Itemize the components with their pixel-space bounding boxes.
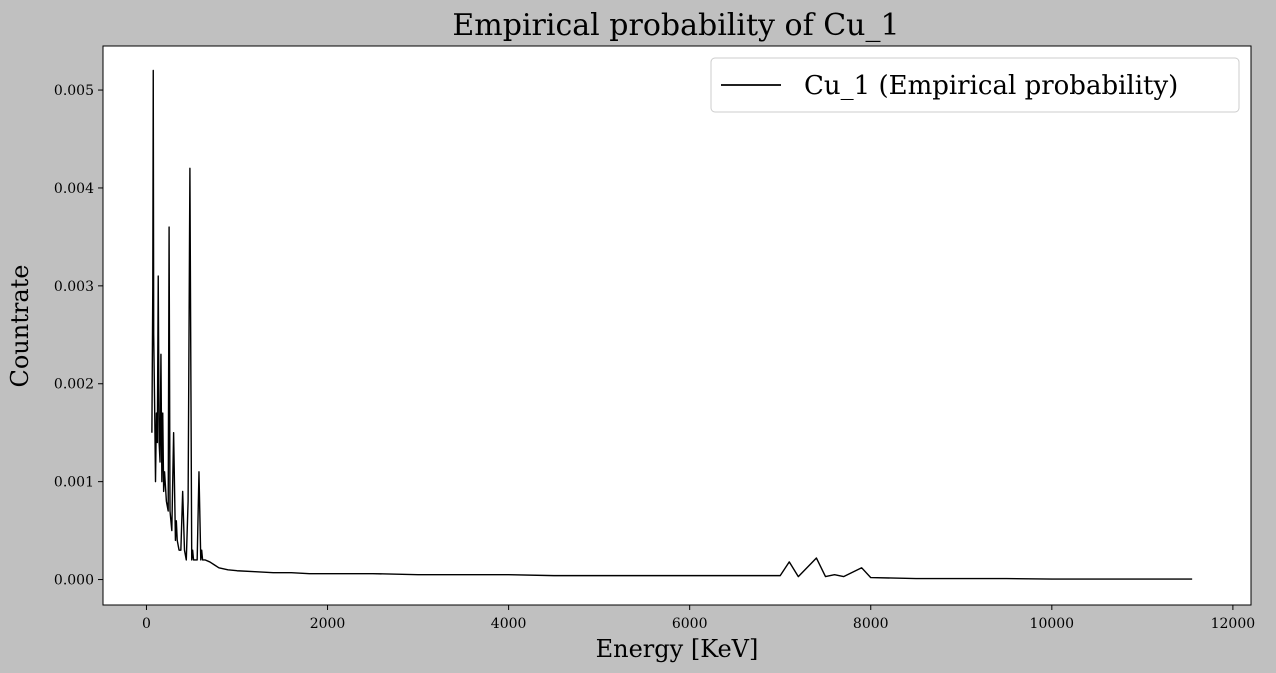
x-tick-label: 8000 xyxy=(853,616,889,632)
y-tick-label: 0.004 xyxy=(54,181,94,197)
chart-title: Empirical probability of Cu_1 xyxy=(452,8,899,43)
plot-frame xyxy=(102,45,1252,606)
y-tick-label: 0.000 xyxy=(54,573,94,589)
legend-label: Cu_1 (Empirical probability) xyxy=(804,71,1178,101)
x-tick-label: 12000 xyxy=(1211,616,1256,632)
series-layer xyxy=(151,69,1193,580)
x-tick-label: 10000 xyxy=(1030,616,1075,632)
y-tick-label: 0.003 xyxy=(54,279,94,295)
x-tick-label: 4000 xyxy=(491,616,527,632)
series-line xyxy=(151,69,1193,580)
x-axis-label: Energy [KeV] xyxy=(596,635,759,663)
x-tick-label: 6000 xyxy=(672,616,708,632)
y-tick-label: 0.001 xyxy=(54,475,94,491)
x-tick-label: 2000 xyxy=(310,616,346,632)
y-axis: 0.000 0.001 0.002 0.003 0.004 0.005 xyxy=(54,83,103,589)
x-axis: 0 2000 4000 6000 8000 10000 12000 xyxy=(142,605,1255,632)
legend-box xyxy=(710,57,1240,113)
plot-area xyxy=(103,46,1251,605)
legend: Cu_1 (Empirical probability) xyxy=(710,57,1240,113)
y-tick-label: 0.002 xyxy=(54,377,94,393)
x-tick-label: 0 xyxy=(142,616,151,632)
y-tick-label: 0.005 xyxy=(54,83,94,99)
y-axis-label: Countrate xyxy=(6,265,34,388)
